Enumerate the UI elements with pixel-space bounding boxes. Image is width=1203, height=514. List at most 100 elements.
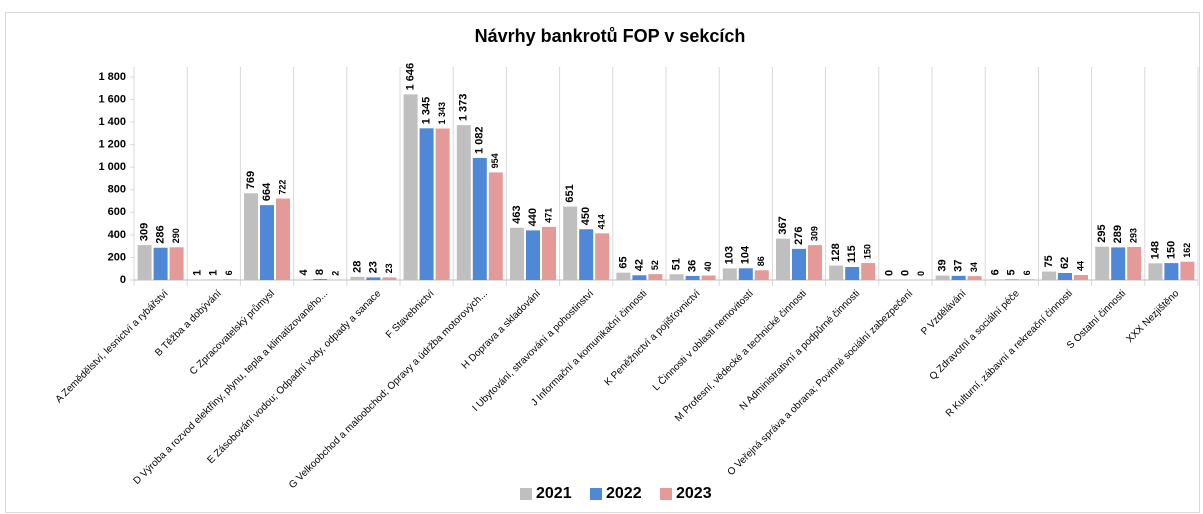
bar	[1111, 247, 1126, 280]
legend-swatch	[520, 488, 532, 500]
value-label: 34	[969, 262, 979, 272]
value-label: 5	[1006, 269, 1018, 275]
bar	[1004, 279, 1019, 280]
bar	[260, 205, 274, 280]
value-label: 651	[564, 184, 576, 202]
value-label: 293	[1129, 228, 1139, 243]
legend-label: 2023	[676, 485, 712, 502]
value-label: 52	[650, 260, 660, 270]
value-label: 36	[687, 260, 699, 272]
y-tick-label: 800	[108, 184, 126, 196]
bar	[1095, 246, 1110, 280]
bar	[435, 128, 450, 280]
value-label: 86	[756, 256, 766, 266]
value-label: 42	[633, 259, 645, 271]
y-tick-label: 0	[120, 274, 126, 286]
value-label: 1 373	[458, 94, 470, 122]
y-tick-label: 1 800	[98, 71, 126, 83]
bar	[488, 172, 503, 280]
bar	[951, 275, 966, 280]
value-label: 8	[314, 269, 326, 275]
bar	[829, 265, 844, 280]
value-label: 664	[261, 182, 273, 201]
y-tick-label: 600	[108, 206, 126, 218]
legend-swatch	[660, 488, 672, 500]
bar	[701, 275, 716, 280]
bar	[648, 274, 663, 280]
value-label: 286	[155, 225, 167, 243]
bar	[776, 238, 790, 280]
bar	[616, 272, 631, 280]
value-label: 722	[277, 180, 287, 195]
y-tick-label: 1 200	[98, 139, 126, 151]
value-label: 463	[511, 205, 523, 223]
bar	[988, 279, 1003, 280]
bar	[579, 229, 594, 280]
value-label: 23	[384, 263, 394, 273]
bar	[1127, 246, 1142, 280]
value-label: 1 082	[474, 126, 486, 154]
bar	[935, 275, 950, 280]
bar	[542, 226, 556, 280]
value-label: 103	[724, 246, 736, 264]
legend-swatch	[590, 488, 602, 500]
bar	[244, 193, 258, 280]
bar	[313, 279, 328, 280]
value-label: 1 345	[421, 97, 433, 125]
bar	[382, 277, 397, 280]
value-label: 1 343	[437, 102, 447, 125]
bar	[350, 276, 365, 280]
bar	[738, 268, 753, 280]
bar	[510, 227, 524, 280]
value-label: 769	[245, 171, 257, 189]
bar	[153, 247, 168, 280]
y-tick-label: 200	[108, 251, 126, 263]
legend-label: 2022	[606, 485, 642, 502]
value-label: 28	[351, 261, 363, 273]
value-label: 0	[899, 270, 911, 276]
value-label: 309	[809, 226, 819, 241]
value-label: 128	[830, 243, 842, 261]
bar	[1148, 263, 1163, 280]
value-label: 150	[863, 244, 873, 259]
bar	[456, 125, 471, 280]
value-label: 289	[1112, 225, 1124, 243]
value-label: 1 646	[405, 63, 417, 91]
legend-label: 2021	[536, 485, 572, 502]
value-label: 6	[990, 269, 1002, 275]
value-label: 75	[1043, 255, 1055, 267]
bar	[669, 274, 684, 280]
bar	[967, 276, 982, 280]
value-label: 440	[527, 208, 539, 226]
bar	[472, 157, 487, 280]
value-label: 954	[490, 153, 500, 168]
value-label: 1	[208, 270, 220, 276]
bar	[366, 277, 381, 280]
value-label: 367	[777, 216, 789, 234]
value-label: 2	[331, 271, 341, 276]
bar	[137, 245, 152, 280]
value-label: 276	[793, 227, 805, 245]
bar	[595, 233, 610, 280]
y-tick-label: 1 600	[98, 93, 126, 105]
value-label: 23	[367, 261, 379, 273]
bar	[1058, 273, 1072, 280]
value-label: 4	[298, 269, 310, 276]
value-label: 6	[1022, 270, 1032, 275]
bar	[808, 245, 822, 280]
value-label: 37	[953, 260, 965, 272]
bar	[632, 275, 647, 280]
value-label: 104	[740, 245, 752, 264]
bar	[276, 198, 290, 280]
value-label: 295	[1096, 224, 1108, 242]
bar	[222, 279, 237, 280]
value-label: 471	[543, 208, 553, 223]
chart-title: Návrhy bankrotů FOP v sekcích	[475, 26, 746, 46]
y-tick-label: 1 400	[98, 116, 126, 128]
value-label: 39	[937, 259, 949, 271]
value-label: 1	[192, 270, 204, 276]
bar	[1020, 279, 1035, 280]
bar	[169, 247, 184, 280]
y-tick-label: 1 000	[98, 161, 126, 173]
